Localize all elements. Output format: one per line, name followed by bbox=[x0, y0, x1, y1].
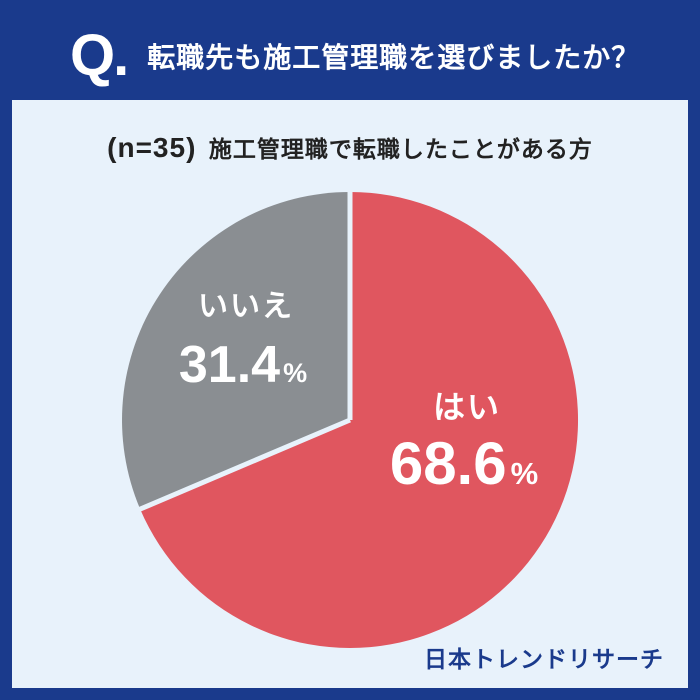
q-logo: Q. bbox=[70, 23, 129, 88]
slice-label-yes: はい bbox=[432, 389, 502, 425]
slice-value-no: 31.4% bbox=[179, 339, 307, 391]
slice-percent-yes: 68.6 bbox=[389, 430, 507, 497]
pie-slice-no bbox=[122, 192, 350, 510]
sample-size: (n=35) bbox=[107, 132, 197, 163]
pie-chart: いいえ 31.4% はい 68.6% bbox=[118, 188, 582, 652]
pie-svg bbox=[122, 190, 579, 648]
brand-footer: 日本トレンドリサーチ bbox=[424, 640, 664, 674]
percent-sign-yes: % bbox=[510, 456, 539, 491]
slice-label-no: いいえ bbox=[198, 290, 294, 323]
slice-value-yes: 68.6% bbox=[390, 434, 538, 494]
slice-separator-left bbox=[137, 417, 351, 513]
percent-sign-no: % bbox=[283, 358, 308, 388]
sample-description: 施工管理職で転職したことがある方 bbox=[208, 136, 593, 162]
sample-note: (n=35) 施工管理職で転職したことがある方 bbox=[12, 130, 688, 164]
brand-name: 日本トレンドリサーチ bbox=[424, 646, 664, 672]
question-header: Q. 転職先も施工管理職を選びましたか？ bbox=[12, 12, 688, 100]
pie-slice-yes bbox=[140, 192, 579, 648]
question-title: 転職先も施工管理職を選びましたか？ bbox=[147, 42, 641, 73]
slice-percent-no: 31.4 bbox=[178, 336, 281, 394]
